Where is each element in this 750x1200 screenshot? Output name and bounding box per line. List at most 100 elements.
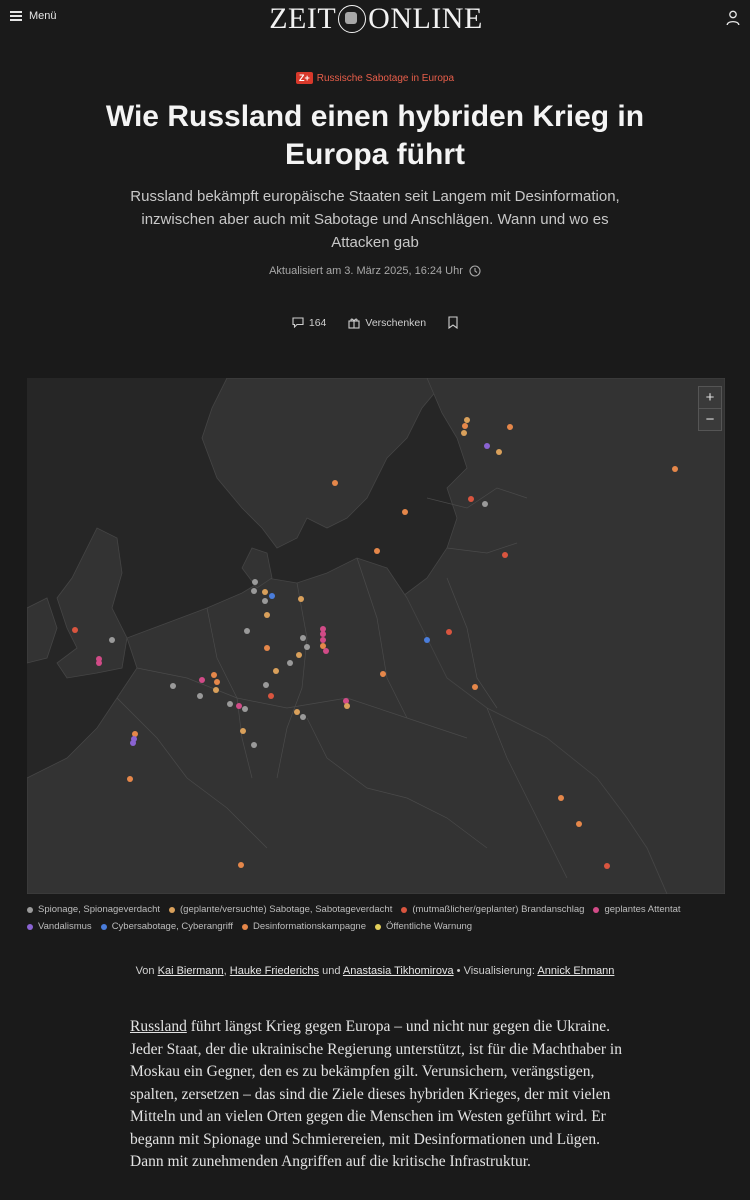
- user-icon[interactable]: [726, 10, 740, 26]
- author-link-friederichs[interactable]: Hauke Friederichs: [229, 965, 320, 977]
- incident-marker[interactable]: [344, 703, 350, 709]
- incident-marker[interactable]: [236, 703, 242, 709]
- incident-marker[interactable]: [269, 593, 275, 599]
- incident-marker[interactable]: [240, 728, 246, 734]
- incident-marker[interactable]: [127, 776, 133, 782]
- incident-marker[interactable]: [238, 862, 244, 868]
- incident-marker[interactable]: [211, 672, 217, 678]
- legend-item: Vandalismus: [27, 919, 92, 935]
- incident-marker[interactable]: [332, 480, 338, 486]
- incident-map[interactable]: [27, 378, 725, 894]
- article-title: Wie Russland einen hybriden Krieg in Eur…: [105, 100, 645, 171]
- incident-marker[interactable]: [424, 637, 430, 643]
- gift-article-button[interactable]: Verschenken: [348, 317, 426, 329]
- incident-marker[interactable]: [268, 693, 274, 699]
- incident-marker[interactable]: [604, 863, 610, 869]
- author-link-biermann[interactable]: Kai Biermann: [157, 965, 224, 977]
- incident-marker[interactable]: [320, 643, 326, 649]
- bookmark-button[interactable]: [448, 316, 458, 329]
- incident-marker[interactable]: [507, 424, 513, 430]
- zoom-out-button[interactable]: −: [705, 411, 715, 428]
- incident-marker[interactable]: [294, 709, 300, 715]
- incident-marker[interactable]: [343, 698, 349, 704]
- comments-button[interactable]: 164: [292, 316, 327, 329]
- incident-marker[interactable]: [96, 660, 102, 666]
- incident-marker[interactable]: [262, 598, 268, 604]
- incident-marker[interactable]: [262, 589, 268, 595]
- incident-marker[interactable]: [320, 637, 326, 643]
- zplus-badge: Z+: [295, 72, 313, 84]
- incident-marker[interactable]: [251, 742, 257, 748]
- incident-marker[interactable]: [482, 501, 488, 507]
- incident-marker[interactable]: [242, 706, 248, 712]
- byline-prefix: Von: [135, 965, 155, 977]
- incident-marker[interactable]: [374, 548, 380, 554]
- legend-dot: [27, 924, 33, 930]
- incident-marker[interactable]: [300, 714, 306, 720]
- incident-marker[interactable]: [300, 635, 306, 641]
- legend-item: Cybersabotage, Cyberangriff: [100, 919, 233, 935]
- incident-marker[interactable]: [464, 417, 470, 423]
- incident-marker[interactable]: [227, 701, 233, 707]
- clock-icon[interactable]: [469, 265, 481, 277]
- author-link-ehmann[interactable]: Annick Ehmann: [537, 965, 615, 977]
- incident-marker[interactable]: [323, 648, 329, 654]
- incident-marker[interactable]: [461, 430, 467, 436]
- incident-marker[interactable]: [304, 644, 310, 650]
- incident-marker[interactable]: [576, 821, 582, 827]
- eagle-crest-icon: [338, 5, 367, 33]
- incident-marker[interactable]: [273, 668, 279, 674]
- incident-marker[interactable]: [472, 684, 478, 690]
- incident-marker[interactable]: [320, 631, 326, 637]
- legend-dot: [241, 924, 248, 930]
- incident-marker[interactable]: [72, 627, 78, 633]
- incident-marker[interactable]: [402, 509, 408, 515]
- incident-marker[interactable]: [264, 612, 270, 618]
- incident-marker[interactable]: [130, 740, 136, 746]
- incident-marker[interactable]: [672, 466, 678, 472]
- incident-marker[interactable]: [251, 588, 257, 594]
- legend-dot: [401, 907, 408, 913]
- bookmark-icon: [448, 316, 458, 329]
- incident-marker[interactable]: [244, 628, 250, 634]
- incident-marker[interactable]: [484, 443, 490, 449]
- incident-marker[interactable]: [263, 682, 269, 688]
- article-kicker[interactable]: Z+ Russische Sabotage in Europa: [0, 72, 750, 84]
- incident-marker[interactable]: [296, 652, 302, 658]
- legend-dot: [593, 907, 600, 913]
- incident-marker[interactable]: [380, 671, 386, 677]
- incident-marker[interactable]: [199, 677, 205, 683]
- incident-marker[interactable]: [320, 626, 326, 632]
- incident-marker[interactable]: [214, 679, 220, 685]
- legend-dot: [100, 924, 107, 930]
- article-actions: 164 Verschenken: [0, 316, 750, 329]
- incident-marker[interactable]: [462, 423, 468, 429]
- incident-marker[interactable]: [109, 637, 115, 643]
- logo-text-left: ZEIT: [269, 2, 337, 35]
- zoom-in-button[interactable]: +: [699, 387, 721, 409]
- incident-marker[interactable]: [252, 579, 258, 585]
- incident-marker[interactable]: [132, 731, 138, 737]
- comments-count: 164: [308, 316, 327, 329]
- russland-topic-link[interactable]: Russland: [130, 1018, 187, 1035]
- legend-label: (geplante/versuchte) Sabotage, Sabotagev…: [180, 904, 393, 915]
- incident-marker[interactable]: [298, 596, 304, 602]
- incident-marker[interactable]: [197, 693, 203, 699]
- byline-and: und: [322, 965, 341, 977]
- article-byline: Von Kai Biermann, Hauke Friederichs und …: [130, 962, 620, 980]
- incident-marker[interactable]: [446, 629, 452, 635]
- zeit-online-logo[interactable]: ZEIT ONLINE: [256, 2, 496, 36]
- incident-marker[interactable]: [502, 552, 508, 558]
- incident-marker[interactable]: [558, 795, 564, 801]
- incident-marker[interactable]: [170, 683, 176, 689]
- incident-marker[interactable]: [287, 660, 293, 666]
- author-link-tikhomirova[interactable]: Anastasia Tikhomirova: [342, 965, 454, 977]
- incident-marker[interactable]: [468, 496, 474, 502]
- visualisation-prefix: • Visualisierung:: [456, 965, 535, 977]
- incident-marker[interactable]: [496, 449, 502, 455]
- menu-button[interactable]: Menü: [10, 10, 57, 22]
- incident-marker[interactable]: [264, 645, 270, 651]
- legend-item: Desinformationskampagne: [241, 919, 366, 935]
- hamburger-icon: [10, 11, 22, 21]
- incident-marker[interactable]: [213, 687, 219, 693]
